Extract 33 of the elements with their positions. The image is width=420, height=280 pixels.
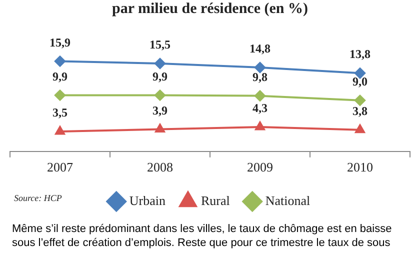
point	[155, 124, 165, 133]
data-label: 4,3	[252, 101, 268, 116]
data-label: 3,8	[352, 104, 368, 118]
x-tick-label: 2009	[247, 160, 273, 175]
data-label: 15,9	[50, 35, 70, 50]
point	[355, 124, 365, 134]
x-tick-label: 2010	[347, 160, 373, 175]
data-label: 15,5	[150, 38, 170, 52]
chart-title: par milieu de résidence (en %)	[112, 0, 308, 17]
point	[254, 62, 266, 73]
data-label: 3,9	[152, 103, 168, 118]
x-tick-label: 2007	[47, 160, 74, 175]
x-tick-label: 2008	[147, 160, 173, 175]
legend-label: National	[265, 192, 311, 208]
data-label: 9,0	[352, 74, 368, 88]
point	[254, 90, 266, 102]
point	[54, 90, 66, 101]
data-label: 9,9	[152, 69, 168, 84]
data-label: 9,8	[252, 70, 268, 84]
legend-label: Urbain	[129, 192, 166, 208]
data-label: 3,5	[52, 106, 68, 120]
point	[255, 122, 265, 130]
legend-label: Rural	[200, 192, 230, 208]
source-note: Source: HCP	[14, 192, 62, 203]
point	[54, 56, 66, 67]
data-label: 9,9	[52, 69, 68, 84]
data-label: 14,8	[250, 42, 270, 56]
data-label: 13,8	[350, 47, 370, 62]
text: Même s’il reste prédominant dans les villes, le taux de chômage est en baisse sous l’effet de création d’emplois. Reste que pour ce trimestre le taux de sous	[11, 222, 393, 250]
point	[154, 90, 166, 101]
point	[154, 58, 166, 70]
point	[55, 126, 65, 135]
point	[354, 94, 366, 106]
